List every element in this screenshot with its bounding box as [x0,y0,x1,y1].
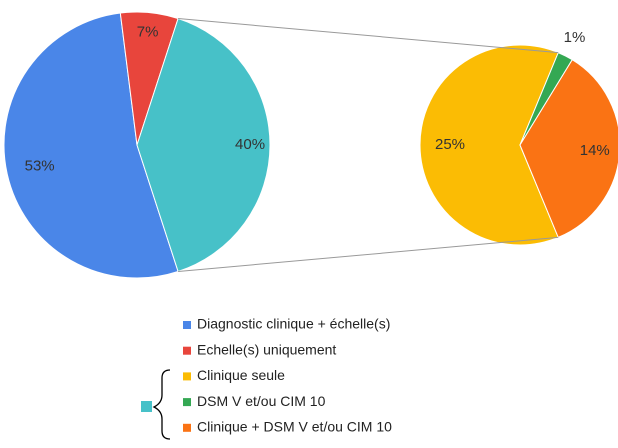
data-label: 53% [25,158,55,175]
data-label: 7% [137,23,159,40]
legend-swatch [183,398,191,407]
connector-line [178,236,559,272]
data-label: 1% [564,29,586,46]
data-label: 25% [435,136,465,153]
pie-slice [419,44,559,246]
data-label: 40% [235,136,265,153]
legend-label: Echelle(s) uniquement [197,341,336,357]
legend-label: Diagnostic clinique + échelle(s) [197,316,390,332]
legend-swatch [183,372,191,381]
legend-label: Clinique + DSM V et/ou CIM 10 [197,419,392,435]
legend-label: DSM V et/ou CIM 10 [197,393,326,409]
legend-swatch [141,401,152,412]
legend-swatch [183,423,191,432]
connector-line [178,18,559,54]
legend-swatch [183,346,191,355]
data-label: 14% [580,142,610,159]
legend-bracket [152,369,171,440]
pie-slice [519,59,618,239]
pie-slice [136,17,271,273]
legend-label: Clinique seule [197,367,285,383]
legend-swatch [183,321,191,329]
pie-slice [3,12,179,279]
